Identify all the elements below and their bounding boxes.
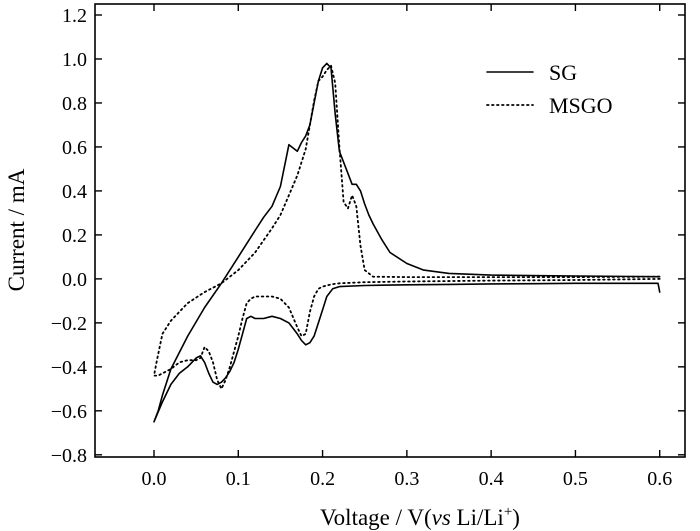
y-tick-label: 0.8: [62, 93, 87, 115]
y-tick-label: −0.6: [51, 401, 87, 423]
x-tick-label: 0.1: [226, 468, 251, 490]
plot-frame: [94, 3, 686, 458]
y-axis-ticks: 1.2 1.0 0.8 0.6 0.4 0.2 0.0 −0.2 −0.4 −0.6 −0.8: [51, 5, 685, 467]
y-tick-label: 0.2: [62, 225, 87, 247]
y-tick-label: 0.4: [62, 181, 87, 203]
x-tick-label: 0.4: [479, 468, 504, 490]
y-tick-label: 1.2: [62, 5, 87, 27]
legend-label-msgo: MSGO: [549, 93, 613, 118]
legend-label-sg: SG: [549, 60, 577, 85]
y-tick-label: 1.0: [62, 49, 87, 71]
x-tick-label: 0.6: [647, 468, 672, 490]
legend: SG MSGO: [486, 60, 613, 118]
x-axis-title: Voltage / V(vs Li/Li+): [320, 504, 520, 530]
series-line-sg: [153, 62, 661, 423]
x-tick-label: 0.2: [310, 468, 335, 490]
x-tick-label: 0.5: [563, 468, 588, 490]
x-tick-label: 0.0: [142, 468, 167, 490]
y-axis-title: Current / mA: [4, 168, 29, 291]
y-tick-label: 0.6: [62, 137, 87, 159]
series-line-msgo: [153, 64, 661, 390]
y-tick-label: 0.0: [62, 269, 87, 291]
x-axis-ticks: 0.0 0.1 0.2 0.3 0.4 0.5 0.6: [142, 4, 672, 490]
y-tick-label: −0.2: [51, 313, 87, 335]
x-tick-label: 0.3: [394, 468, 419, 490]
y-tick-label: −0.4: [51, 357, 87, 379]
y-tick-label: −0.8: [51, 445, 87, 467]
series-layer: [153, 62, 661, 423]
